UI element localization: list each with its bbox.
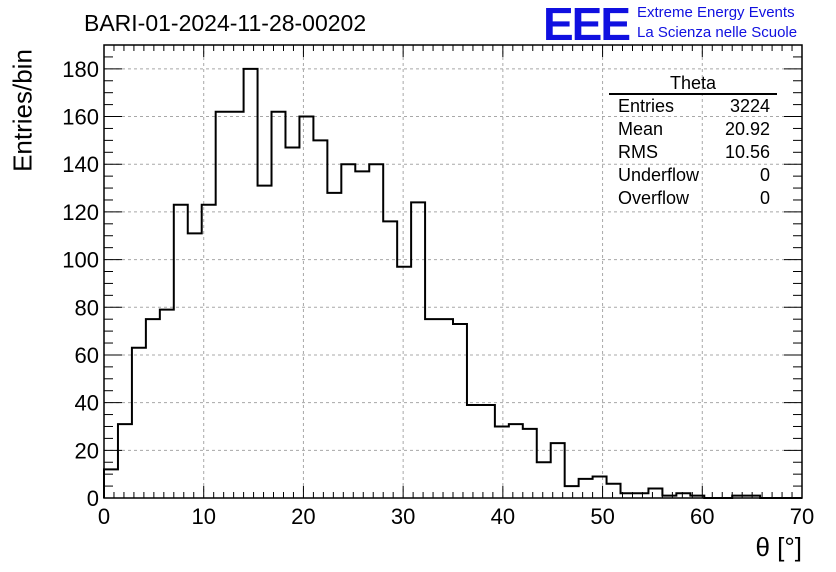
histogram-bin [230, 112, 244, 498]
stats-label: Mean [618, 119, 664, 139]
histogram-bin [216, 112, 230, 498]
grid-lines [104, 45, 802, 498]
histogram-bin [481, 405, 495, 498]
histogram-bin [383, 221, 397, 498]
histogram-bin [509, 424, 523, 498]
y-tick-label: 0 [87, 486, 99, 511]
stats-label: Entries [618, 96, 675, 116]
histogram-bin [607, 484, 621, 498]
histogram-bin [425, 319, 439, 498]
y-tick-label: 20 [75, 438, 99, 463]
logo-subtitle-line1: Extreme Energy Events [637, 4, 795, 21]
histogram-bin [579, 479, 593, 498]
histogram-bin [244, 69, 258, 498]
histogram-bin [523, 429, 537, 498]
histogram-bin [369, 164, 383, 498]
histogram-bin [132, 348, 146, 498]
stats-box: Theta Entries 3224 Mean 20.92 RMS 10.56 … [609, 73, 777, 210]
y-tick-label: 40 [75, 391, 99, 416]
stats-row-rms: RMS 10.56 [609, 141, 777, 164]
x-tick-label: 40 [491, 504, 515, 529]
x-tick-label: 0 [98, 504, 110, 529]
y-tick-label: 180 [62, 57, 99, 82]
histogram-bin [397, 267, 411, 498]
histogram-bin [593, 477, 607, 498]
histogram-bin [313, 140, 327, 498]
axis-ticks [103, 44, 803, 499]
y-tick-label: 100 [62, 248, 99, 273]
histogram-bin [495, 426, 509, 498]
histogram-bin [355, 171, 369, 498]
histogram-bin [285, 148, 299, 498]
stats-value: 10.56 [724, 142, 770, 162]
histogram-bin [439, 319, 453, 498]
stats-row-mean: Mean 20.92 [609, 118, 777, 141]
histogram-bin [341, 164, 355, 498]
x-tick-label: 30 [391, 504, 415, 529]
stats-row-underflow: Underflow 0 [609, 164, 777, 187]
x-tick-label: 60 [690, 504, 714, 529]
histogram-bin [272, 112, 286, 498]
stats-label: RMS [618, 142, 658, 162]
histogram-bin [146, 319, 160, 498]
x-axis-label: θ [°] [755, 532, 802, 562]
stats-title: Theta [609, 73, 777, 95]
histogram-bin [551, 443, 565, 498]
histogram-bin [537, 462, 551, 498]
stats-value: 20.92 [724, 119, 770, 139]
histogram-bin [327, 193, 341, 498]
eee-logo: EEE [543, 0, 631, 50]
histogram-bin [188, 233, 202, 498]
y-tick-label: 60 [75, 343, 99, 368]
histogram-bin [118, 424, 132, 498]
stats-row-overflow: Overflow 0 [609, 187, 777, 210]
histogram-bin [299, 117, 313, 498]
x-tick-label: 10 [191, 504, 215, 529]
y-tick-labels: 0 20 40 60 80 100 120 140 160 180 [62, 57, 99, 511]
x-tick-labels: 0 10 20 30 40 50 60 70 [98, 504, 814, 529]
stats-label: Underflow [618, 165, 700, 185]
x-tick-label: 70 [790, 504, 814, 529]
histogram-bin [258, 186, 272, 498]
y-axis-label: Entries/bin [7, 49, 38, 172]
y-tick-label: 120 [62, 200, 99, 225]
x-tick-label: 50 [590, 504, 614, 529]
histogram-bin [648, 488, 662, 498]
histogram-bin [411, 202, 425, 498]
stats-value: 0 [759, 165, 770, 185]
stats-label: Overflow [618, 188, 690, 208]
histogram-bin [174, 205, 188, 498]
stats-value: 0 [759, 188, 770, 208]
histogram-bin [160, 310, 174, 498]
histogram-bin [467, 405, 481, 498]
x-tick-label: 20 [291, 504, 315, 529]
logo-subtitle-line2: La Scienza nelle Scuole [637, 24, 798, 41]
stats-row-entries: Entries 3224 [609, 95, 777, 118]
histogram-bin [453, 324, 467, 498]
chart-title: BARI-01-2024-11-28-00202 [84, 10, 367, 36]
stats-value: 3224 [729, 96, 770, 116]
y-tick-label: 140 [62, 152, 99, 177]
y-tick-label: 80 [75, 295, 99, 320]
y-tick-label: 160 [62, 105, 99, 130]
histogram-bin [565, 486, 579, 498]
